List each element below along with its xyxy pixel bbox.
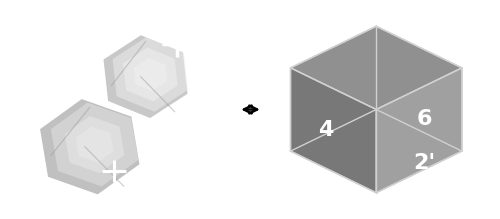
Polygon shape — [134, 58, 167, 91]
Polygon shape — [104, 35, 188, 118]
Text: 6: 6 — [416, 109, 432, 129]
Text: 2': 2' — [413, 153, 435, 173]
Polygon shape — [376, 68, 462, 193]
Polygon shape — [51, 103, 139, 186]
Text: 4: 4 — [318, 120, 334, 140]
Polygon shape — [65, 116, 124, 173]
Polygon shape — [40, 99, 140, 194]
Polygon shape — [76, 126, 114, 163]
Polygon shape — [112, 37, 188, 112]
Polygon shape — [290, 26, 462, 110]
Polygon shape — [290, 68, 376, 193]
Polygon shape — [123, 48, 178, 101]
